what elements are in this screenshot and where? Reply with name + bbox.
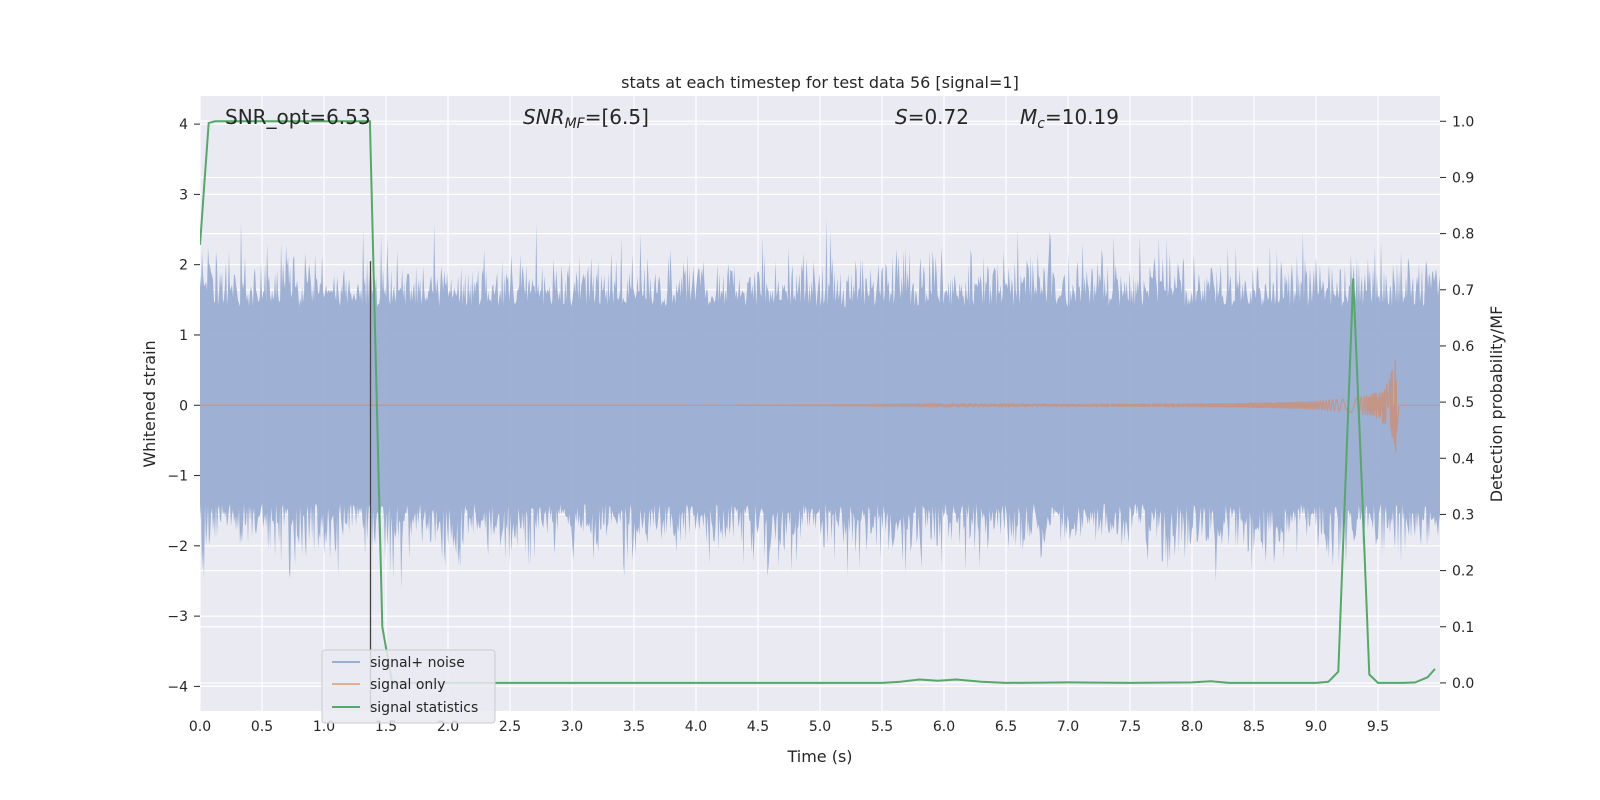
s-value: =0.72	[908, 105, 969, 129]
right-y-tick-label: 0.7	[1452, 283, 1474, 299]
x-tick-label: 6.0	[933, 719, 955, 735]
x-tick-label: 4.5	[747, 719, 769, 735]
mc-sub: c	[1037, 116, 1045, 132]
right-y-tick-label: 0.5	[1452, 395, 1474, 411]
legend-box	[321, 649, 496, 724]
right-y-tick-label: 0.4	[1452, 451, 1474, 467]
right-y-tick-labels: 0.0 0.1 0.2 0.3 0.4 0.5 0.6 0.7 0.8 0.9 1.0	[1440, 114, 1474, 692]
snr-mf-main: SNR	[523, 105, 565, 129]
left-y-tick-label: −1	[167, 469, 188, 485]
left-y-tick-label: −3	[167, 609, 188, 625]
right-y-axis-label: Detection probability/MF	[1487, 306, 1506, 503]
x-tick-label: 6.5	[995, 719, 1017, 735]
x-axis-label: Time (s)	[786, 747, 852, 766]
x-tick-label: 2.5	[499, 719, 521, 735]
x-tick-label: 0.5	[251, 719, 273, 735]
left-y-tick-label: −4	[167, 679, 188, 695]
annotation-snr-opt: SNR_opt=6.53	[225, 105, 371, 129]
legend: signal+ noise signal only signal statist…	[321, 649, 496, 724]
right-y-tick-label: 0.8	[1452, 227, 1474, 243]
x-tick-label: 8.0	[1181, 719, 1203, 735]
annotation-snr-mf: SNRMF=[6.5]	[523, 105, 649, 132]
x-tick-label: 0.0	[189, 719, 211, 735]
right-y-tick-label: 0.9	[1452, 170, 1474, 186]
annotation-s: S=0.72	[895, 105, 969, 129]
noise-band	[200, 219, 1440, 590]
x-tick-label: 5.5	[871, 719, 893, 735]
snr-mf-sub: MF	[565, 116, 586, 132]
mc-main: M	[1020, 105, 1037, 129]
left-y-tick-labels: −4 −3 −2 −1 0 1 2 3 4	[167, 117, 200, 695]
signal-trace	[696, 359, 1440, 452]
left-y-tick-label: 3	[179, 187, 188, 203]
x-tick-label: 8.5	[1243, 719, 1265, 735]
left-y-axis-label: Whitened strain	[140, 340, 159, 467]
signal-series	[200, 359, 1440, 452]
legend-label-noise: signal+ noise	[370, 655, 465, 671]
statistics-line	[200, 120, 1436, 684]
right-y-tick-label: 0.2	[1452, 564, 1474, 580]
x-tick-label: 3.0	[561, 719, 583, 735]
x-tick-label: 5.0	[809, 719, 831, 735]
snr-mf-value: =[6.5]	[585, 105, 649, 129]
left-y-tick-label: 4	[179, 117, 188, 133]
x-tick-label: 4.0	[685, 719, 707, 735]
left-y-tick-label: 2	[179, 258, 188, 274]
chart-title: stats at each timestep for test data 56 …	[621, 73, 1019, 92]
right-y-tick-label: 1.0	[1452, 114, 1474, 130]
left-y-tick-label: 0	[179, 398, 188, 414]
legend-label-statistics: signal statistics	[370, 700, 478, 716]
legend-label-signal: signal only	[370, 677, 445, 693]
noise-series	[200, 219, 1440, 590]
left-y-tick-label: −2	[167, 539, 188, 555]
right-y-tick-label: 0.3	[1452, 507, 1474, 523]
mc-value: =10.19	[1045, 105, 1119, 129]
right-y-tick-label: 0.6	[1452, 339, 1474, 355]
x-tick-label: 7.5	[1119, 719, 1141, 735]
right-y-tick-label: 0.1	[1452, 620, 1474, 636]
annotation-mc: Mc=10.19	[1020, 105, 1119, 132]
x-tick-label: 9.0	[1305, 719, 1327, 735]
x-tick-label: 7.0	[1057, 719, 1079, 735]
left-y-tick-label: 1	[179, 328, 188, 344]
right-y-tick-label: 0.0	[1452, 676, 1474, 692]
x-tick-label: 3.5	[623, 719, 645, 735]
s-main: S	[895, 105, 908, 129]
x-tick-label: 9.5	[1367, 719, 1389, 735]
